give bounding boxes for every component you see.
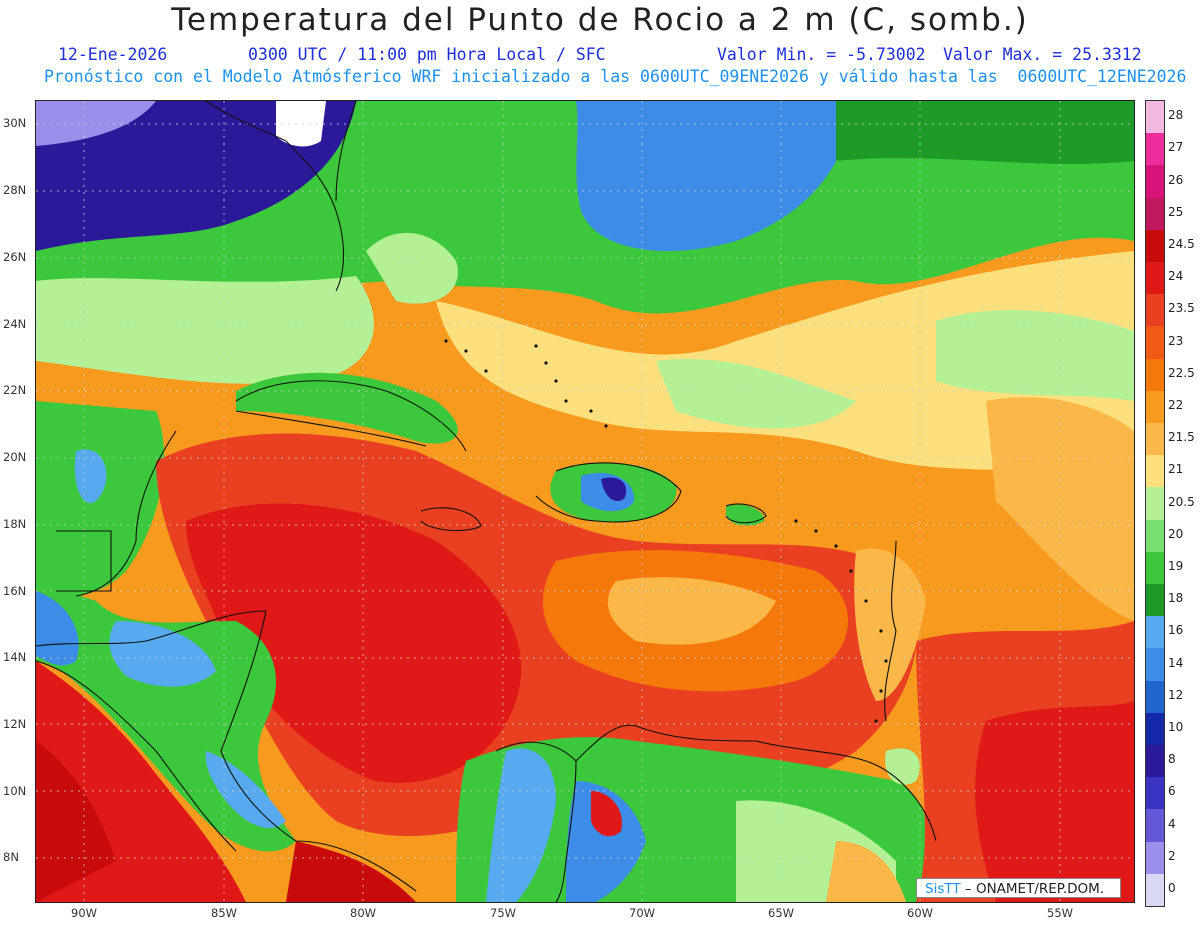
lon-label: 90W [71, 906, 98, 920]
colorbar-label: 4 [1168, 816, 1176, 831]
lat-label: 8N [3, 850, 19, 864]
dewpoint-map [35, 100, 1135, 903]
colorbar-swatch [1146, 229, 1164, 263]
colorbar-swatch [1146, 680, 1164, 714]
lat-label: 20N [3, 450, 27, 464]
max-value-label: Valor Max. = 25.3312 [943, 45, 1142, 64]
colorbar-label: 0 [1168, 880, 1176, 895]
lat-label: 26N [3, 250, 27, 264]
colorbar-label: 23.5 [1168, 301, 1195, 316]
lat-label: 16N [3, 584, 27, 598]
colorbar-swatch [1146, 358, 1164, 392]
lon-label: 80W [350, 906, 377, 920]
lat-label: 24N [3, 317, 27, 331]
lon-label: 70W [629, 906, 656, 920]
colorbar-label: 26 [1168, 172, 1184, 187]
lat-label: 12N [3, 717, 27, 731]
colorbar-swatch [1146, 197, 1164, 231]
lon-label: 75W [490, 906, 517, 920]
sistt-logo: SisTT [925, 881, 961, 897]
lon-label: 85W [211, 906, 238, 920]
colorbar-swatch [1146, 133, 1164, 166]
colorbar-swatch [1146, 487, 1164, 521]
colorbar-swatch [1146, 165, 1164, 199]
colorbar-swatch [1146, 390, 1164, 424]
lon-label: 55W [1047, 906, 1074, 920]
lon-label: 65W [768, 906, 795, 920]
colorbar-swatch [1146, 873, 1164, 907]
valid-time: 0300 UTC / 11:00 pm Hora Local / SFC [248, 45, 606, 64]
lat-label: 10N [3, 784, 27, 798]
model-info: Pronóstico con el Modelo Atmósferico WRF… [44, 67, 1187, 86]
colorbar [1145, 100, 1165, 907]
colorbar-swatch [1146, 101, 1164, 134]
colorbar-swatch [1146, 294, 1164, 327]
colorbar-label: 20 [1168, 526, 1184, 541]
colorbar-swatch [1146, 777, 1164, 810]
colorbar-label: 28 [1168, 108, 1184, 123]
colorbar-swatch [1146, 584, 1164, 617]
colorbar-label: 19 [1168, 558, 1184, 573]
colorbar-label: 25 [1168, 204, 1184, 219]
lat-label: 18N [3, 517, 27, 531]
colorbar-swatch [1146, 841, 1164, 875]
colorbar-swatch [1146, 809, 1164, 843]
colorbar-label: 23 [1168, 333, 1184, 348]
map-canvas [36, 101, 1134, 902]
lat-label: 14N [3, 650, 27, 664]
colorbar-label: 14 [1168, 655, 1184, 670]
forecast-date: 12-Ene-2026 [58, 45, 168, 64]
colorbar-label: 2 [1168, 848, 1176, 863]
colorbar-swatch [1146, 423, 1164, 456]
colorbar-swatch [1146, 745, 1164, 778]
colorbar-label: 16 [1168, 623, 1184, 638]
lat-label: 22N [3, 383, 27, 397]
colorbar-label: 6 [1168, 784, 1176, 799]
min-value-label: Valor Min. = -5.73002 [717, 45, 926, 64]
lon-label: 60W [907, 906, 934, 920]
colorbar-label: 20.5 [1168, 494, 1195, 509]
lat-label: 30N [3, 116, 27, 130]
colorbar-label: 24 [1168, 269, 1184, 284]
colorbar-label: 21 [1168, 462, 1184, 477]
colorbar-label: 12 [1168, 687, 1184, 702]
colorbar-label: 22.5 [1168, 365, 1195, 380]
colorbar-swatch [1146, 455, 1164, 488]
colorbar-swatch [1146, 551, 1164, 585]
map-title: Temperatura del Punto de Rocio a 2 m (C,… [171, 2, 1029, 38]
colorbar-swatch [1146, 712, 1164, 746]
colorbar-label: 22 [1168, 397, 1184, 412]
colorbar-label: 10 [1168, 719, 1184, 734]
lat-label: 28N [3, 183, 27, 197]
credit-box: SisTT – ONAMET/REP.DOM. [916, 878, 1121, 898]
colorbar-label: 27 [1168, 140, 1184, 155]
colorbar-label: 18 [1168, 591, 1184, 606]
colorbar-swatch [1146, 616, 1164, 649]
colorbar-label: 24.5 [1168, 236, 1195, 251]
colorbar-swatch [1146, 262, 1164, 295]
credit-text: – ONAMET/REP.DOM. [960, 881, 1105, 897]
colorbar-swatch [1146, 648, 1164, 682]
colorbar-swatch [1146, 326, 1164, 360]
colorbar-swatch [1146, 519, 1164, 553]
colorbar-label: 21.5 [1168, 430, 1195, 445]
colorbar-label: 8 [1168, 752, 1176, 767]
